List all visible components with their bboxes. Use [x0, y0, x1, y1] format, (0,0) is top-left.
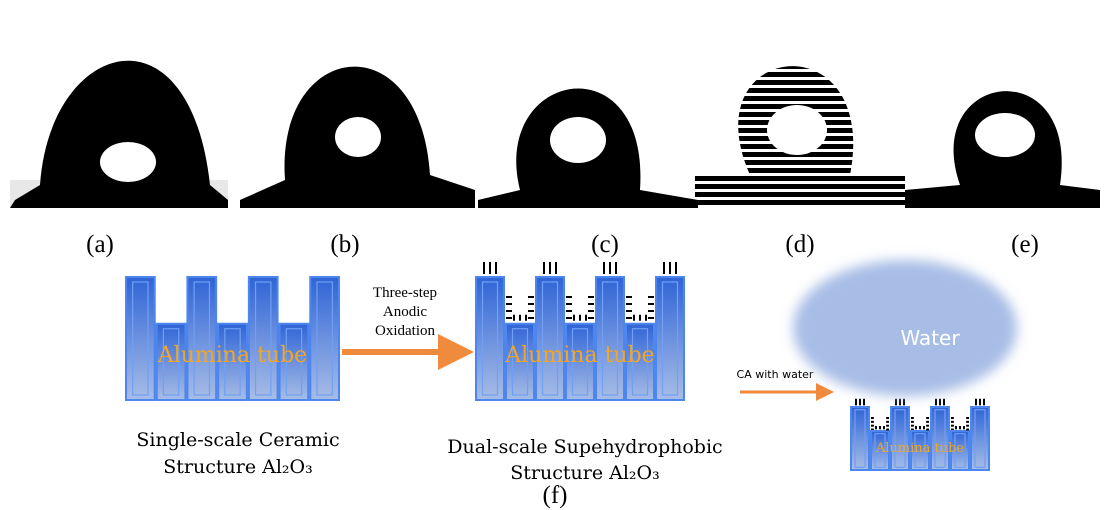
pillar [310, 277, 339, 400]
panel-label: (a) [86, 231, 114, 258]
step-label: Oxidation [375, 323, 435, 339]
pillar [596, 277, 624, 400]
panel-label: (b) [330, 231, 359, 258]
step-label: Anodic [383, 304, 428, 320]
tube-label: Alumina tube [157, 343, 307, 368]
caption: Structure Al₂O₃ [163, 456, 312, 478]
droplet-e [905, 89, 1100, 208]
panel-label: (d) [785, 231, 814, 258]
panel-label: (e) [1011, 231, 1039, 258]
pillar [931, 407, 949, 470]
figure: (a) (b) (c) (d) (e) Alumina tube Alumina tube A… [0, 0, 1108, 510]
pillar [476, 277, 504, 400]
pillar [126, 277, 155, 400]
pillar [891, 407, 909, 470]
pillar [187, 277, 216, 400]
pillar [249, 277, 278, 400]
droplet-c [478, 78, 698, 208]
pillar [971, 407, 989, 470]
caption: Dual-scale Supehydrophobic [447, 436, 722, 458]
caption: Structure Al₂O₃ [510, 462, 659, 484]
pillar [656, 277, 684, 400]
caption: Single-scale Ceramic [136, 429, 339, 451]
droplet-d [695, 66, 905, 208]
panel-label: (f) [543, 482, 568, 509]
panel-label: (c) [591, 231, 619, 258]
pillar [851, 407, 869, 470]
tube-label: Alumina tube [875, 441, 965, 456]
ca-label: CA with water [737, 368, 814, 381]
water-label: Water [900, 326, 960, 350]
droplet-b [240, 67, 475, 208]
pillar [536, 277, 564, 400]
step-label: Three-step [373, 285, 437, 301]
droplet-a [10, 61, 228, 208]
tube-label: Alumina tube [504, 343, 654, 368]
